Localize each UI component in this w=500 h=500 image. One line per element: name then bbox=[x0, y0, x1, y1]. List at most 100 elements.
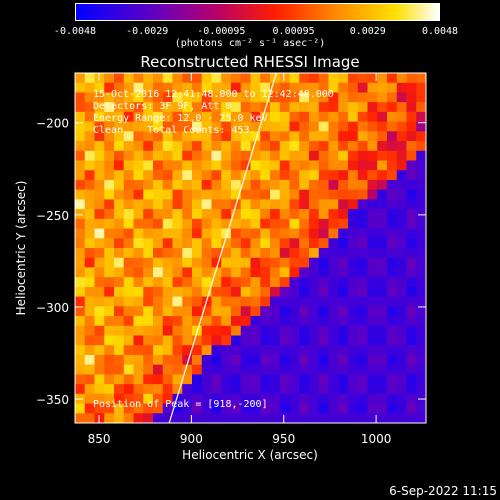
heatmap-cell bbox=[289, 150, 300, 162]
heatmap-cell bbox=[357, 413, 369, 423]
heatmap-cell bbox=[348, 306, 359, 317]
heatmap-cell bbox=[416, 82, 426, 94]
heatmap-cell bbox=[104, 335, 115, 346]
heatmap-cell bbox=[367, 131, 378, 142]
heatmap-cell bbox=[377, 141, 388, 152]
heatmap-cell bbox=[406, 102, 417, 113]
heatmap-cell bbox=[133, 179, 144, 191]
heatmap-cell bbox=[250, 393, 261, 405]
heatmap-cell bbox=[416, 141, 426, 152]
heatmap-cell bbox=[231, 374, 242, 385]
heatmap-cell bbox=[192, 306, 203, 317]
heatmap-cell bbox=[104, 316, 115, 327]
heatmap-cell bbox=[172, 170, 183, 181]
heatmap-cell bbox=[416, 131, 426, 142]
heatmap-cell bbox=[396, 248, 408, 259]
heatmap-cell bbox=[348, 267, 359, 278]
heatmap-cell bbox=[162, 325, 174, 337]
heatmap-cell bbox=[211, 160, 222, 171]
heatmap-cell bbox=[231, 228, 242, 239]
heatmap-cell bbox=[318, 73, 330, 84]
heatmap-cell bbox=[201, 384, 213, 395]
heatmap-cell bbox=[250, 179, 261, 191]
heatmap-cell bbox=[396, 403, 408, 414]
heatmap-cell bbox=[162, 209, 174, 220]
heatmap-cell bbox=[114, 325, 125, 337]
heatmap-cell bbox=[143, 150, 154, 162]
heatmap-cell bbox=[299, 238, 310, 249]
heatmap-cell bbox=[367, 248, 378, 259]
heatmap-cell bbox=[162, 413, 174, 423]
heatmap-cell bbox=[338, 257, 349, 269]
heatmap-cell bbox=[289, 228, 300, 239]
heatmap-cell bbox=[162, 92, 174, 103]
heatmap-cell bbox=[348, 121, 359, 132]
heatmap-cell bbox=[279, 248, 291, 259]
heatmap-cell bbox=[162, 335, 174, 346]
heatmap-cell bbox=[299, 121, 310, 132]
heatmap-cell bbox=[338, 277, 349, 288]
heatmap-cell bbox=[133, 316, 144, 327]
heatmap-cell bbox=[260, 257, 271, 269]
heatmap-cell bbox=[406, 257, 417, 269]
heatmap-cell bbox=[250, 335, 261, 346]
heatmap-cell bbox=[387, 82, 398, 94]
heatmap-cell bbox=[172, 286, 183, 298]
heatmap-cell bbox=[260, 150, 271, 162]
heatmap-cell bbox=[299, 73, 310, 84]
heatmap-cell bbox=[153, 199, 164, 210]
heatmap-cell bbox=[299, 316, 310, 327]
heatmap-cell bbox=[328, 277, 339, 288]
heatmap-cell bbox=[143, 82, 154, 94]
heatmap-cell bbox=[250, 209, 261, 220]
heatmap-cell bbox=[84, 228, 96, 239]
heatmap-cell bbox=[406, 403, 417, 414]
heatmap-cell bbox=[338, 82, 349, 94]
heatmap-cell bbox=[94, 92, 105, 103]
heatmap-cell bbox=[153, 354, 164, 366]
heatmap-cell bbox=[338, 335, 349, 346]
heatmap-cell bbox=[182, 413, 193, 423]
heatmap-cell bbox=[192, 393, 203, 405]
heatmap-cell bbox=[377, 179, 388, 191]
heatmap-cell bbox=[133, 296, 144, 307]
heatmap-cell bbox=[406, 364, 417, 375]
heatmap-cell bbox=[153, 306, 164, 317]
heatmap-cell bbox=[172, 131, 183, 142]
heatmap-cell bbox=[377, 345, 388, 356]
heatmap-cell bbox=[84, 393, 96, 405]
heatmap-cell bbox=[133, 102, 144, 113]
heatmap-cell bbox=[240, 199, 252, 210]
heatmap-cell bbox=[172, 345, 183, 356]
heatmap-cell bbox=[289, 121, 300, 132]
heatmap-cell bbox=[94, 374, 105, 385]
heatmap-cell bbox=[299, 306, 310, 317]
heatmap-cell bbox=[182, 73, 193, 84]
heatmap-cell bbox=[367, 150, 378, 162]
heatmap-cell bbox=[231, 384, 242, 395]
heatmap-cell bbox=[221, 121, 232, 132]
heatmap-cell bbox=[221, 160, 232, 171]
heatmap-cell bbox=[94, 111, 105, 123]
heatmap-cell bbox=[143, 179, 154, 191]
heatmap-cell bbox=[104, 413, 115, 423]
heatmap-cell bbox=[75, 248, 86, 259]
heatmap-cell bbox=[406, 384, 417, 395]
heatmap-cell bbox=[338, 150, 349, 162]
heatmap-cell bbox=[338, 393, 349, 405]
heatmap-cell bbox=[162, 189, 174, 200]
heatmap-cell bbox=[162, 286, 174, 298]
annotation-energy-range: Energy Range: 12.0 - 25.0 keV bbox=[93, 113, 268, 124]
heatmap-cell bbox=[162, 277, 174, 288]
heatmap-cell bbox=[75, 238, 86, 249]
heatmap-cell bbox=[240, 364, 252, 375]
heatmap-cell bbox=[367, 121, 378, 132]
heatmap-cell bbox=[94, 199, 105, 210]
heatmap-cell bbox=[114, 277, 125, 288]
heatmap-cell bbox=[114, 179, 125, 191]
heatmap-cell bbox=[270, 238, 281, 249]
heatmap-cell bbox=[416, 257, 426, 269]
heatmap-cell bbox=[357, 141, 369, 152]
heatmap-cell bbox=[367, 403, 378, 414]
heatmap-cell bbox=[94, 248, 105, 259]
